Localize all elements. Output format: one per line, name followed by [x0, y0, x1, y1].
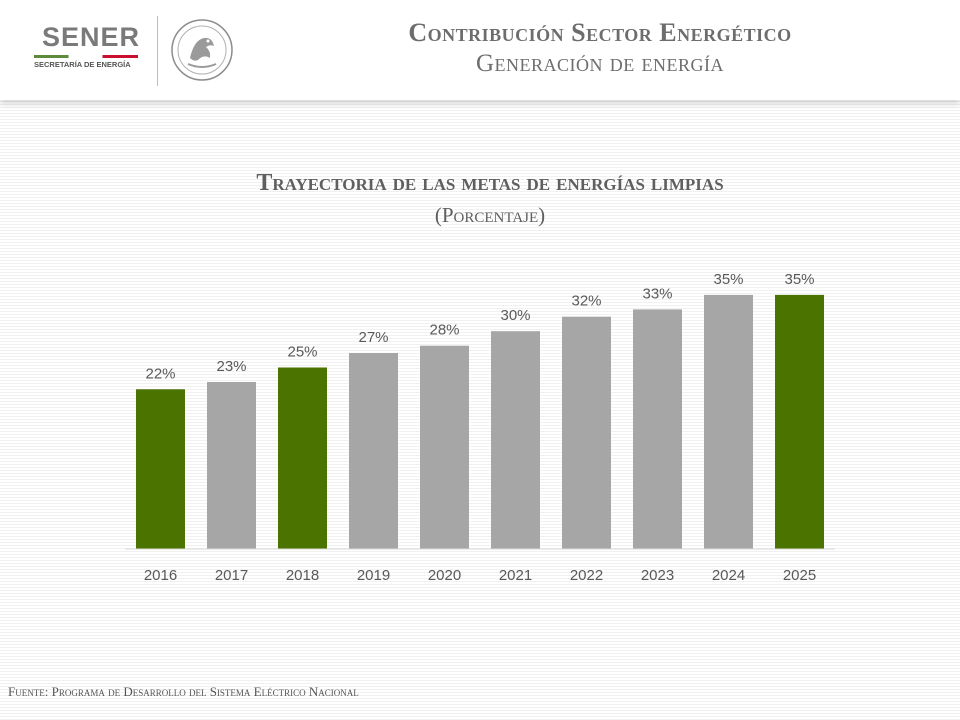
- bar-group: [136, 294, 824, 549]
- sener-logo-stripe: [34, 55, 138, 58]
- sener-logo: SENER SECRETARÍA DE ENERGÍA: [28, 22, 148, 74]
- data-label-group: 22% 23% 25% 27% 28% 30% 32% 33% 35% 35%: [145, 271, 814, 382]
- sener-logo-subtext: SECRETARÍA DE ENERGÍA: [34, 60, 131, 69]
- data-label-2024: 35%: [713, 271, 743, 288]
- data-label-2021: 30%: [500, 307, 530, 324]
- data-label-2025: 35%: [784, 271, 814, 288]
- x-tick-label-2018: 2018: [286, 567, 319, 584]
- chart-subtitle: (Porcentaje): [434, 203, 546, 227]
- bar-2024: [704, 294, 753, 549]
- x-tick-label-2016: 2016: [144, 567, 177, 584]
- bar-2017: [207, 382, 256, 549]
- data-label-2020: 28%: [429, 322, 459, 339]
- bar-2020: [420, 345, 469, 549]
- sener-logo-text: SENER: [42, 22, 141, 52]
- x-tick-label-2023: 2023: [641, 567, 674, 584]
- tick-label-group: 2016 2017 2018 2019 2020 2021 2022 2023 2024 2025: [144, 567, 816, 584]
- header-divider: [157, 16, 158, 86]
- bar-2022: [562, 316, 611, 549]
- data-label-2023: 33%: [642, 285, 672, 302]
- data-label-2022: 32%: [571, 293, 601, 310]
- bar-2016: [136, 389, 185, 549]
- national-seal-icon: [171, 19, 233, 81]
- source-note: Fuente: Programa de Desarrollo del Siste…: [8, 684, 359, 699]
- x-tick-label-2017: 2017: [215, 567, 248, 584]
- data-label-2017: 23%: [216, 358, 246, 375]
- x-tick-label-2019: 2019: [357, 567, 390, 584]
- chart-title: Trayectoria de las metas de energías lim…: [256, 170, 724, 196]
- x-tick-label-2022: 2022: [570, 567, 603, 584]
- data-label-2019: 27%: [358, 329, 388, 346]
- bar-2018: [278, 367, 327, 549]
- data-label-2018: 25%: [287, 343, 317, 360]
- header-bar: SENER SECRETARÍA DE ENERGÍA Contribución…: [0, 0, 960, 100]
- x-tick-label-2020: 2020: [428, 567, 461, 584]
- bar-2019: [349, 352, 398, 549]
- bar-2023: [633, 309, 682, 549]
- x-tick-label-2025: 2025: [783, 567, 816, 584]
- x-tick-label-2021: 2021: [499, 567, 532, 584]
- bar-2021: [491, 331, 540, 549]
- bar-2025: [775, 294, 824, 549]
- header-subtitle: Generación de energía: [475, 50, 725, 77]
- data-label-2016: 22%: [145, 365, 175, 382]
- header-title: Contribución Sector Energético: [408, 18, 792, 47]
- x-tick-label-2024: 2024: [712, 567, 745, 584]
